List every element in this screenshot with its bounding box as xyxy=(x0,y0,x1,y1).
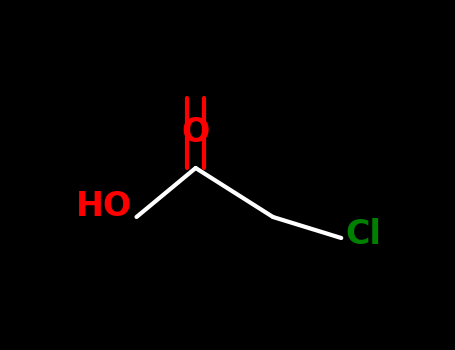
Text: HO: HO xyxy=(76,190,132,223)
Text: Cl: Cl xyxy=(346,218,382,251)
Text: O: O xyxy=(182,116,210,148)
